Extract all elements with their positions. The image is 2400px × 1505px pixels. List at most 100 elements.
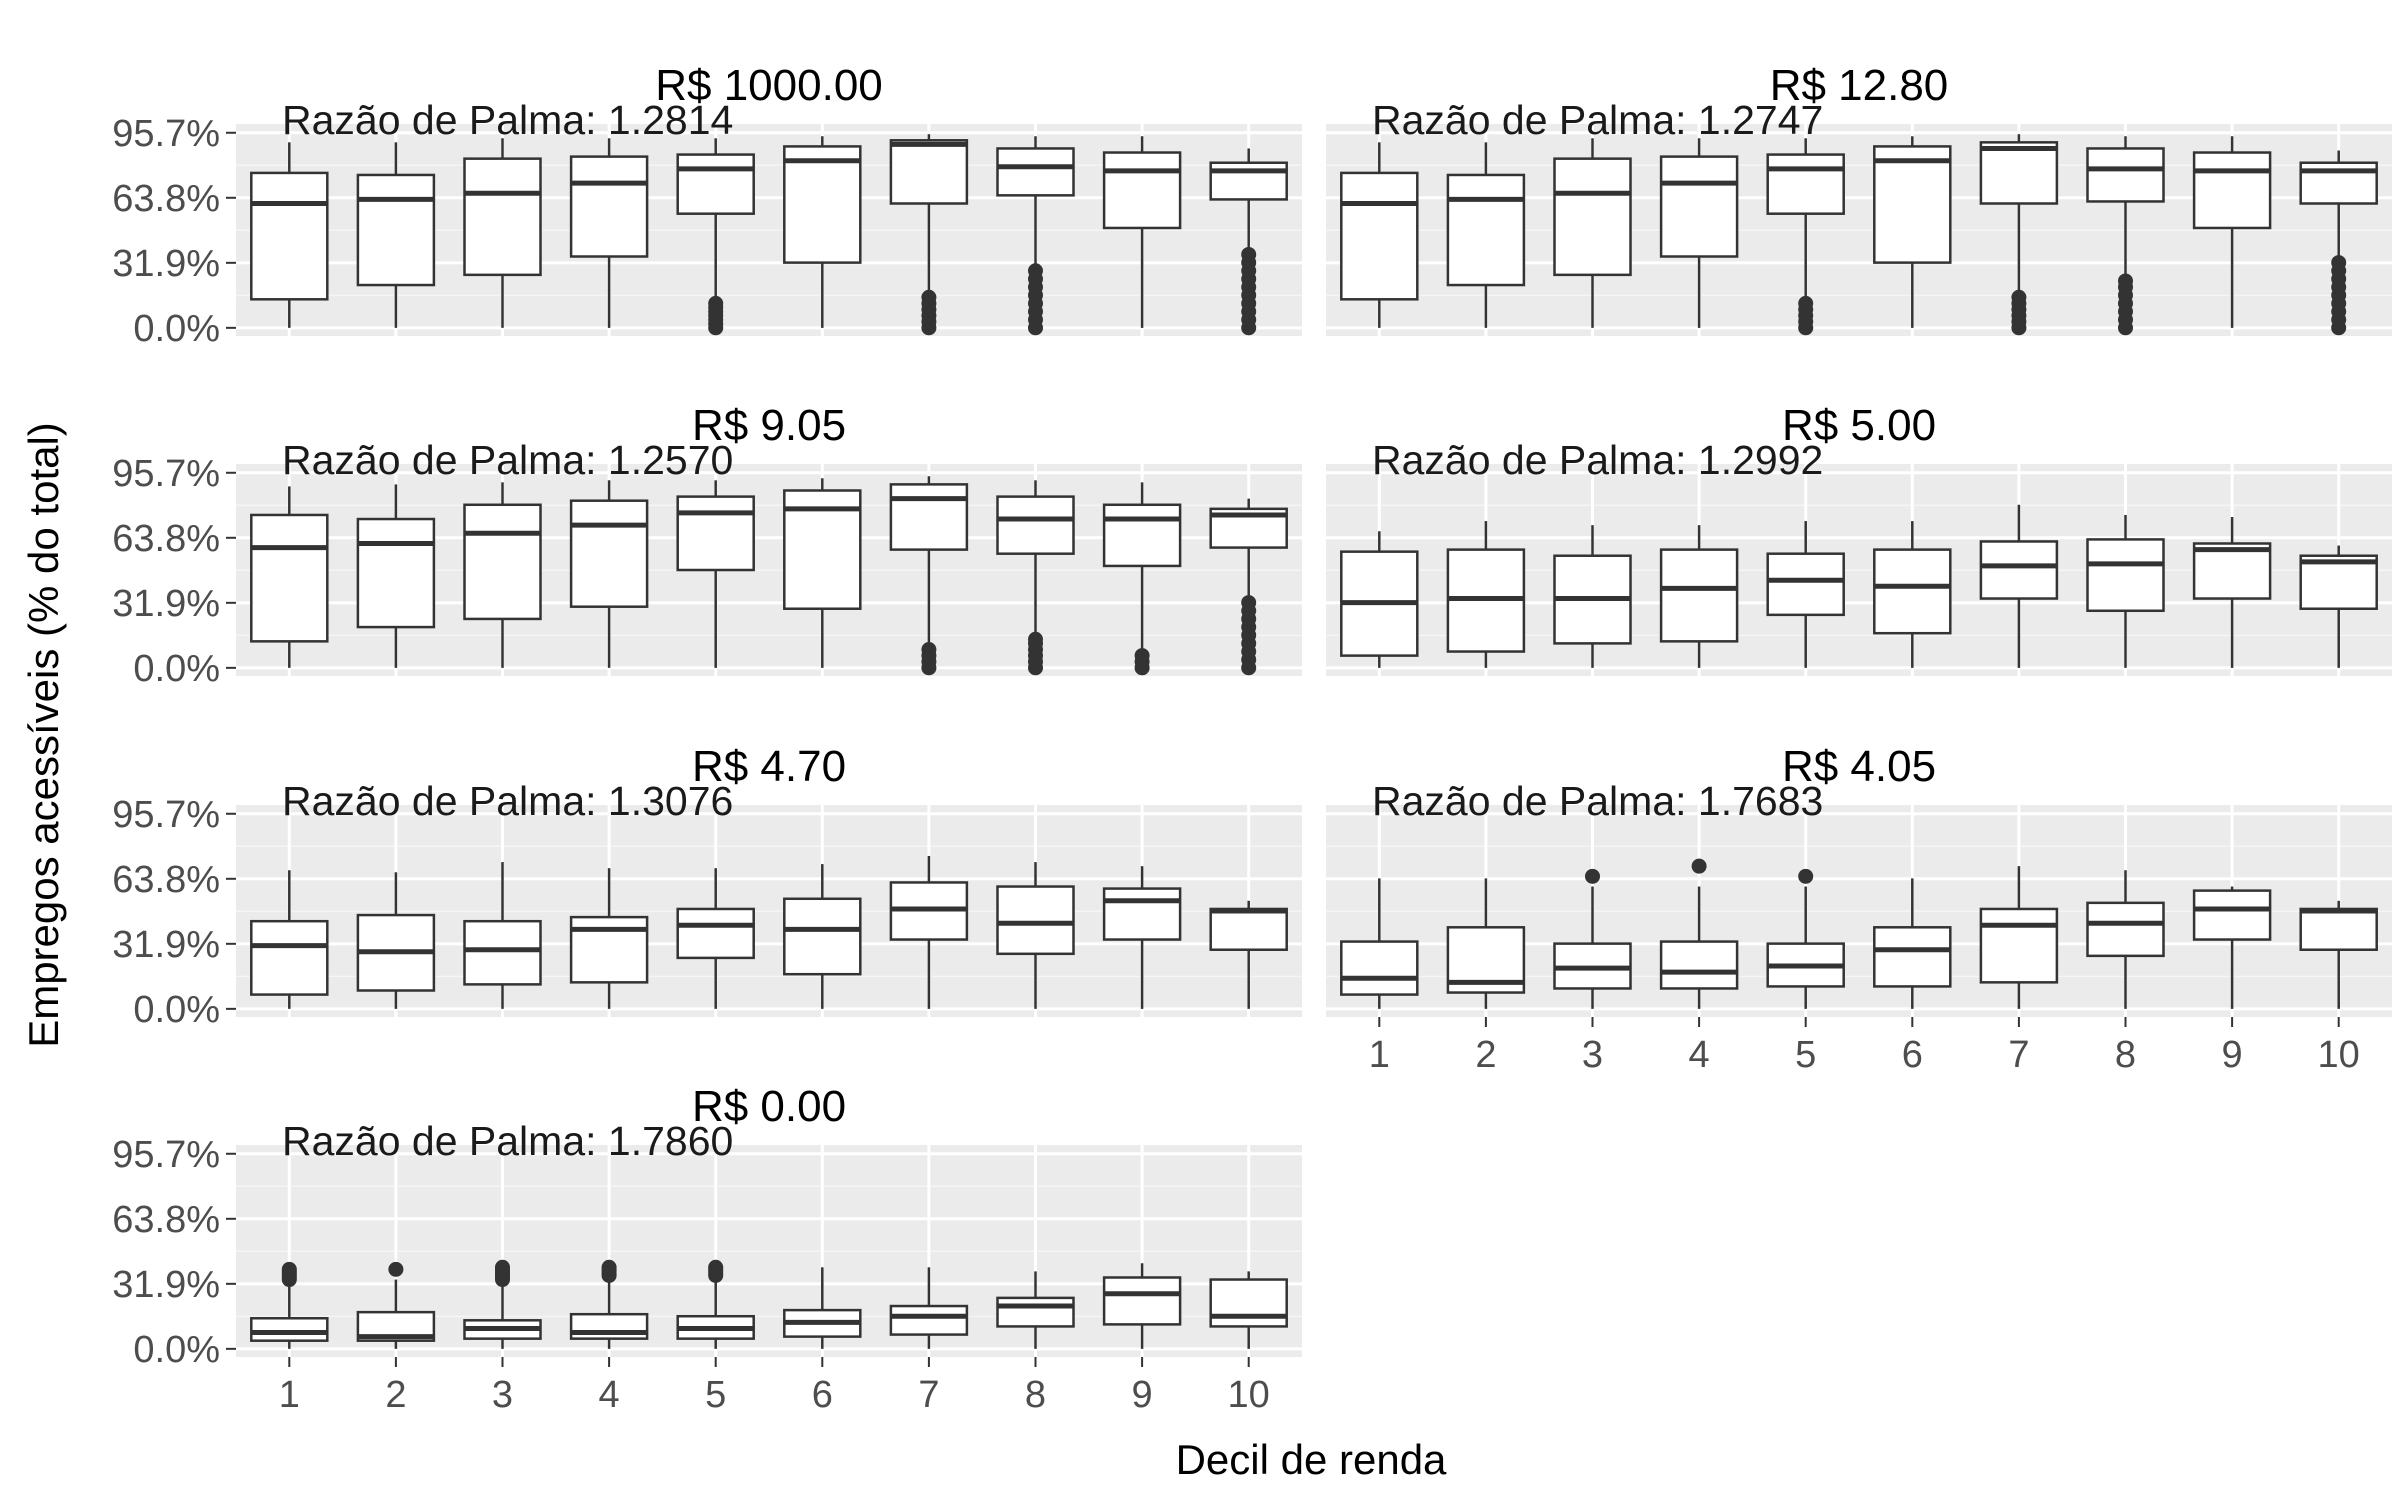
box-iqr [1340, 171, 1419, 301]
outlier-point [1028, 263, 1043, 279]
y-tick-label: 0.0% [133, 308, 220, 350]
box-decil-2 [356, 872, 436, 1009]
outlier-point [601, 1259, 617, 1275]
box-decil-10 [1209, 498, 1288, 676]
panel-title: R$ 0.00 [692, 1082, 846, 1131]
y-tick-label: 31.9% [112, 1264, 220, 1306]
box-decil-6 [1873, 878, 1952, 1009]
box-decil-9 [2192, 517, 2272, 668]
y-tick-label: 95.7% [112, 1134, 220, 1176]
box-iqr [2192, 542, 2272, 600]
box-iqr [1446, 173, 1526, 287]
y-tick-label: 63.8% [112, 859, 220, 901]
panel-title: R$ 12.80 [1770, 61, 1949, 110]
box-iqr [2086, 901, 2165, 958]
box-decil-9 [2192, 886, 2272, 1009]
box-iqr [1209, 1278, 1288, 1328]
box-iqr [676, 907, 755, 960]
box-decil-6 [783, 1267, 862, 1349]
box-iqr [463, 157, 542, 277]
palma-ratio-annotation: Razão de Palma: 1.2814 [282, 97, 733, 143]
x-tick-label: 6 [1902, 1034, 1923, 1076]
box-decil-8 [2086, 136, 2165, 336]
box-decil-4 [569, 868, 649, 1009]
box-iqr [783, 897, 862, 976]
box-decil-10 [1209, 148, 1288, 336]
box-decil-9 [1102, 482, 1182, 676]
box-decil-5 [1766, 138, 1845, 336]
x-tick-label: 2 [1475, 1034, 1496, 1076]
box-decil-6 [783, 136, 862, 328]
box-iqr [1553, 157, 1632, 277]
y-tick-label: 63.8% [112, 518, 220, 560]
x-tick-label: 4 [599, 1374, 620, 1416]
palma-ratio-annotation: Razão de Palma: 1.7860 [282, 1118, 733, 1164]
box-decil-7 [1979, 866, 2059, 1009]
box-decil-4 [569, 1259, 649, 1349]
box-iqr [1102, 151, 1182, 230]
box-iqr [2192, 889, 2272, 941]
box-decil-7 [1979, 504, 2059, 668]
box-decil-2 [1446, 878, 1526, 1009]
box-decil-3 [463, 1259, 542, 1349]
box-decil-2 [356, 142, 436, 328]
box-decil-7 [889, 1267, 969, 1349]
box-decil-3 [1553, 525, 1632, 668]
panel-title: R$ 4.70 [692, 742, 846, 791]
box-decil-1 [250, 486, 329, 668]
panel-3: 0.0% 31.9% 63.8% 95.7% Razão de Palma: 1.257… [112, 401, 1302, 690]
y-tick-label: 95.7% [112, 453, 220, 495]
box-iqr [783, 145, 862, 264]
box-decil-6 [1873, 521, 1952, 668]
box-iqr [1979, 141, 2059, 205]
box-decil-4 [1659, 858, 1739, 1009]
outlier-point [2011, 289, 2027, 305]
outlier-point [708, 295, 724, 311]
box-decil-5 [676, 868, 755, 1009]
y-tick-label: 0.0% [133, 989, 220, 1031]
panel-title: R$ 1000.00 [655, 61, 883, 110]
y-tick-label: 95.7% [112, 113, 220, 155]
panel-title: R$ 9.05 [692, 401, 846, 450]
outlier-point [1798, 868, 1814, 884]
box-decil-3 [463, 862, 542, 1009]
outlier-point [495, 1259, 510, 1275]
y-tick-label: 0.0% [133, 648, 220, 690]
box-decil-5 [676, 480, 755, 668]
box-decil-3 [1553, 138, 1632, 328]
x-tick-label: 6 [812, 1374, 833, 1416]
box-iqr [1102, 887, 1182, 941]
box-decil-2 [356, 484, 436, 668]
box-iqr [356, 517, 436, 629]
box-decil-2 [1446, 521, 1526, 668]
x-tick-label: 8 [1025, 1374, 1046, 1416]
box-decil-8 [996, 1271, 1075, 1349]
x-tick-label: 10 [2318, 1034, 2360, 1076]
box-decil-6 [783, 478, 862, 668]
box-decil-10 [1209, 1271, 1288, 1349]
box-iqr [1873, 145, 1952, 264]
box-decil-1 [250, 870, 329, 1009]
box-iqr [250, 171, 329, 301]
box-iqr [889, 1304, 969, 1336]
box-decil-7 [889, 476, 969, 676]
box-iqr [889, 139, 969, 205]
box-decil-5 [676, 138, 755, 336]
box-decil-6 [1873, 136, 1952, 328]
box-iqr [1209, 907, 1288, 951]
box-iqr [996, 147, 1075, 197]
x-tick-label: 9 [2222, 1034, 2243, 1076]
x-tick-label: 1 [279, 1374, 300, 1416]
box-iqr [2299, 907, 2378, 951]
x-tick-label: 4 [1689, 1034, 1710, 1076]
y-tick-label: 63.8% [112, 178, 220, 220]
box-iqr [463, 503, 542, 621]
x-tick-label: 9 [1132, 1374, 1153, 1416]
box-decil-1 [1340, 531, 1419, 668]
box-iqr [463, 919, 542, 986]
box-decil-2 [356, 1261, 436, 1349]
box-decil-1 [250, 1261, 329, 1349]
box-decil-1 [1340, 878, 1419, 1009]
box-iqr [1209, 161, 1288, 201]
